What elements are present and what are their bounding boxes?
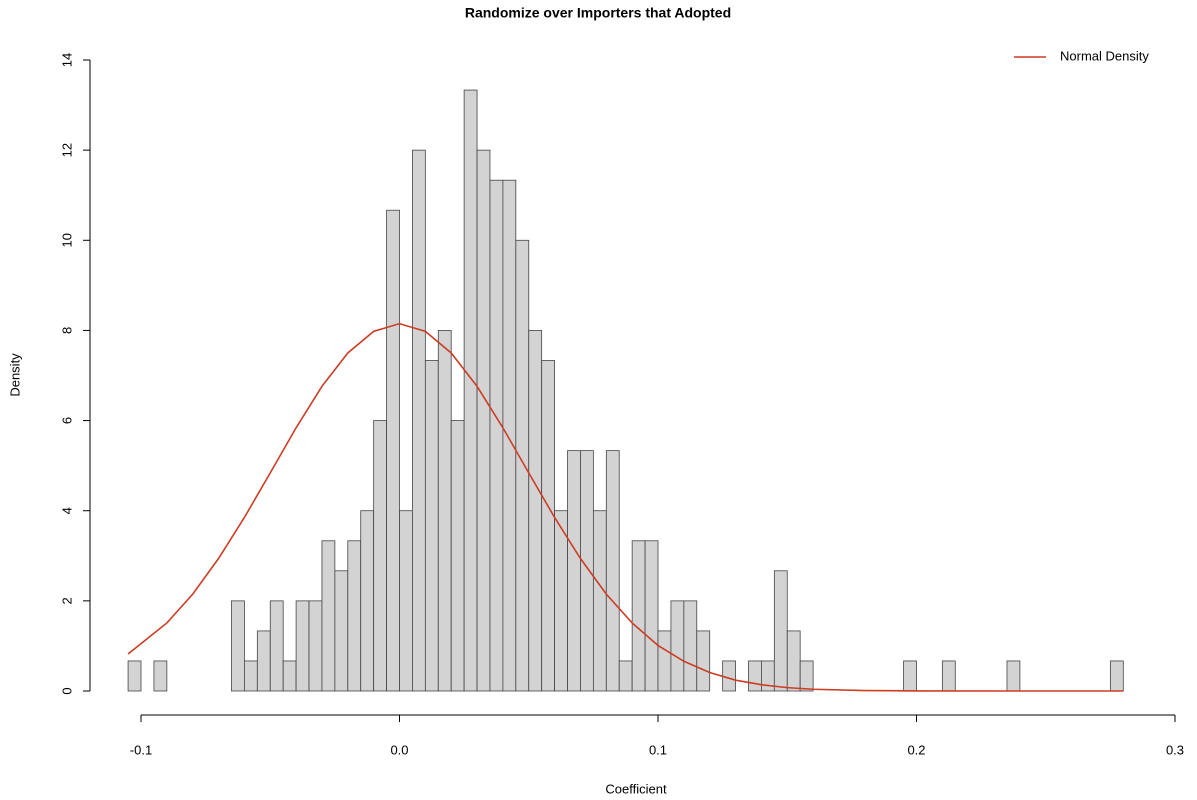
legend-label: Normal Density — [1060, 48, 1149, 63]
bar — [554, 510, 568, 692]
bar — [450, 420, 465, 692]
y-tick-label: 4 — [59, 507, 74, 514]
bar — [786, 630, 801, 692]
bar — [373, 420, 387, 692]
bar — [476, 149, 491, 692]
bar — [489, 179, 504, 692]
y-tick-label: 2 — [59, 597, 74, 604]
bar — [153, 660, 168, 692]
bar — [282, 660, 297, 692]
bar — [308, 600, 323, 692]
bar — [618, 660, 633, 692]
bar — [424, 360, 439, 692]
bar — [541, 360, 555, 692]
bar — [321, 540, 336, 692]
bar — [360, 510, 375, 692]
bar — [580, 450, 594, 692]
bar — [657, 630, 672, 692]
y-axis-label: Density — [7, 353, 22, 397]
y-tick-label: 0 — [59, 687, 74, 694]
bar — [231, 600, 245, 692]
x-tick-label: 0.1 — [649, 742, 667, 757]
bar — [243, 660, 258, 692]
chart-title: Randomize over Importers that Adopted — [465, 5, 731, 21]
bar — [567, 450, 581, 692]
bar — [1006, 660, 1021, 692]
bar — [515, 239, 530, 692]
bar — [631, 540, 646, 692]
bar — [696, 630, 711, 692]
x-tick-label: -0.1 — [130, 742, 152, 757]
bar — [592, 510, 607, 692]
bar — [773, 570, 788, 692]
bar — [256, 630, 271, 692]
bar — [334, 570, 349, 692]
bar — [683, 600, 698, 692]
bar — [295, 600, 310, 692]
y-tick-label: 12 — [59, 143, 74, 157]
bar — [941, 660, 956, 692]
bar — [799, 660, 814, 692]
bar — [463, 89, 478, 692]
bar — [605, 450, 620, 692]
y-tick-label: 8 — [59, 327, 74, 334]
x-tick-label: 0.2 — [907, 742, 925, 757]
bar — [269, 600, 284, 692]
bar — [1109, 660, 1124, 692]
bar — [502, 179, 517, 692]
bar — [412, 149, 426, 692]
bar — [437, 330, 452, 692]
bar — [670, 600, 685, 692]
bar — [127, 660, 142, 692]
y-tick-label: 10 — [59, 233, 74, 247]
bar — [903, 660, 917, 692]
bar — [722, 660, 736, 692]
bar — [399, 510, 413, 692]
bar — [347, 540, 362, 692]
bar — [748, 660, 762, 692]
bar — [386, 209, 400, 692]
x-tick-label: 0.0 — [390, 742, 408, 757]
density-line — [127, 322, 1124, 692]
x-tick-label: 0.3 — [1166, 742, 1184, 757]
bar — [644, 540, 659, 692]
bar — [528, 330, 543, 692]
y-tick-label: 6 — [59, 417, 74, 424]
x-axis-label: Coefficient — [605, 781, 667, 796]
y-tick-label: 14 — [59, 53, 74, 67]
